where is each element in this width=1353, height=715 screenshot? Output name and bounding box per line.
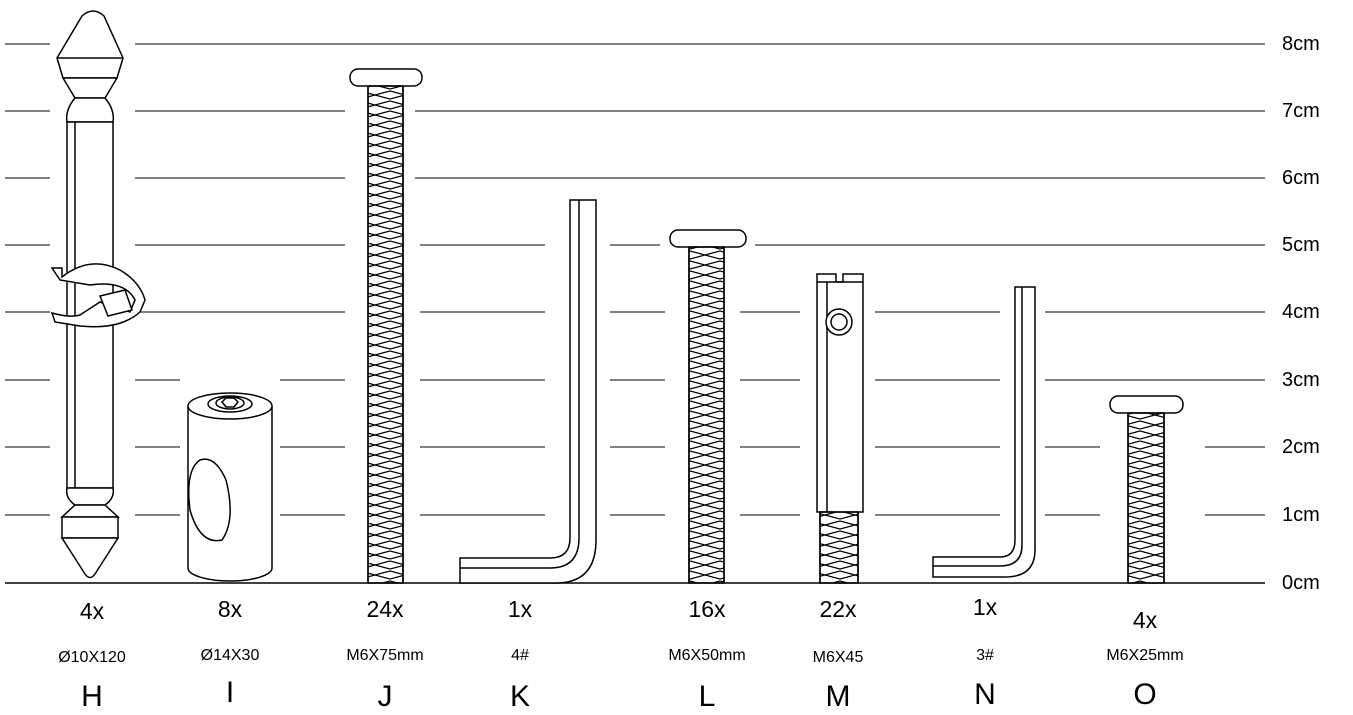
part-j-code: J xyxy=(377,680,393,713)
part-o-bolt-icon xyxy=(1109,395,1184,584)
scale-gridlines xyxy=(5,43,1265,584)
part-o-code: O xyxy=(1133,678,1157,711)
part-h-dowel-pin-icon xyxy=(50,10,146,579)
scale-label-7cm: 7cm xyxy=(1282,100,1320,122)
scale-label-6cm: 6cm xyxy=(1282,167,1320,189)
scale-label-5cm: 5cm xyxy=(1282,234,1320,256)
part-m-quantity: 22x xyxy=(819,596,857,622)
part-k-code: K xyxy=(509,680,531,713)
scale-label-4cm: 4cm xyxy=(1282,301,1320,323)
part-j-bolt-icon xyxy=(349,68,423,584)
part-k-quantity: 1x xyxy=(507,596,533,622)
part-n-quantity: 1x xyxy=(972,594,998,620)
part-m-spec: M6X45 xyxy=(812,649,864,666)
part-j-spec: M6X75mm xyxy=(346,647,424,664)
part-l-spec: M6X50mm xyxy=(668,647,746,664)
scale-label-0cm: 0cm xyxy=(1282,572,1320,594)
part-i-spec: Ø14X30 xyxy=(200,647,260,664)
part-m-connector-bolt-icon xyxy=(816,273,864,584)
part-k-spec: 4# xyxy=(511,647,529,664)
part-h-spec: Ø10X120 xyxy=(58,649,126,666)
scale-label-1cm: 1cm xyxy=(1282,504,1320,526)
part-k-allen-key-icon xyxy=(459,199,597,584)
part-i-barrel-nut-icon xyxy=(187,392,273,582)
part-l-quantity: 16x xyxy=(688,596,726,622)
part-i-code: I xyxy=(225,676,235,709)
part-h-code: H xyxy=(81,680,103,713)
scale-label-2cm: 2cm xyxy=(1282,436,1320,458)
part-n-spec: 3# xyxy=(976,647,994,664)
part-h-quantity: 4x xyxy=(79,598,105,624)
part-o-quantity: 4x xyxy=(1132,607,1158,633)
part-o-spec: M6X25mm xyxy=(1106,647,1184,664)
part-n-code: N xyxy=(974,678,996,711)
part-j-quantity: 24x xyxy=(366,596,404,622)
part-l-bolt-icon xyxy=(669,229,747,584)
scale-label-3cm: 3cm xyxy=(1282,369,1320,391)
scale-label-8cm: 8cm xyxy=(1282,33,1320,55)
part-l-code: L xyxy=(698,680,716,713)
part-m-code: M xyxy=(825,680,851,713)
part-i-quantity: 8x xyxy=(217,596,243,622)
part-n-allen-key-icon xyxy=(932,286,1036,578)
